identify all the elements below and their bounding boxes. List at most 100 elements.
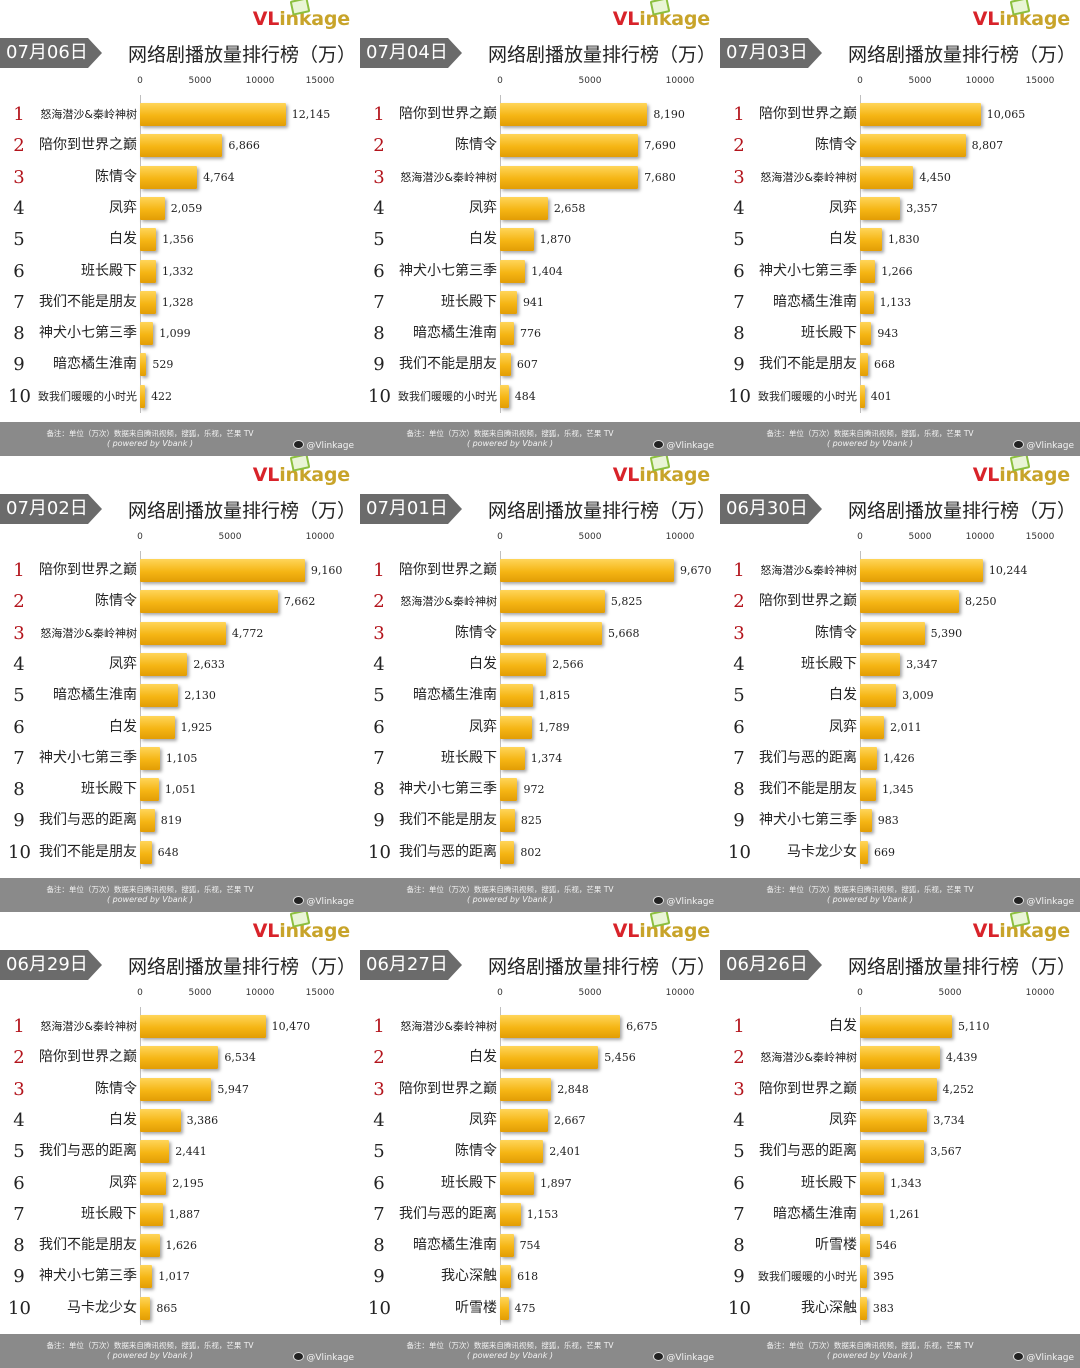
value-label: 2,566 — [552, 657, 584, 671]
bar — [140, 1046, 219, 1070]
vlinkage-logo: VLinkage — [973, 456, 1070, 494]
y-axis-line — [860, 1007, 861, 1325]
value-label: 1,887 — [168, 1207, 201, 1221]
weibo-handle-text: @Vlinkage — [666, 897, 714, 907]
value-label: 5,668 — [608, 626, 640, 640]
bar — [860, 809, 872, 833]
value-label: 865 — [156, 1301, 178, 1315]
rank-number: 1 — [373, 1016, 385, 1037]
drama-name: 神犬小七第三季 — [39, 325, 137, 342]
drama-name: 凤弈 — [469, 199, 497, 216]
logo-text: inkage — [279, 464, 350, 486]
value-label: 2,401 — [549, 1145, 581, 1159]
rank-number: 7 — [373, 747, 385, 769]
drama-name: 怒海潜沙&秦岭神树 — [40, 1020, 137, 1033]
source-note: 备注：单位（万次）数据来自腾讯视频，搜狐，乐视，芒果 TV — [406, 1341, 614, 1350]
bar-row: 9 我们不能是朋友 607 — [360, 349, 720, 380]
bar — [860, 290, 874, 314]
value-label: 825 — [520, 814, 542, 828]
bar-row: 10 马卡龙少女 669 — [720, 837, 1080, 868]
bar — [500, 621, 603, 645]
bar-row: 7 暗恋橘生淮南 1,261 — [720, 1199, 1080, 1230]
bar-row: 5 白发 3,009 — [720, 680, 1080, 711]
drama-name: 我们不能是朋友 — [39, 843, 137, 860]
drama-name: 我们不能是朋友 — [399, 356, 497, 373]
bar — [140, 259, 156, 283]
bar — [500, 684, 533, 708]
weibo-icon — [1013, 440, 1025, 449]
value-label: 3,734 — [933, 1113, 965, 1127]
bar — [500, 1015, 621, 1038]
source-note: 备注：单位（万次）数据来自腾讯视频，搜狐，乐视，芒果 TV — [766, 1341, 974, 1350]
bar — [140, 1108, 181, 1132]
value-label: 1,332 — [161, 264, 194, 278]
weibo-handle-text: @Vlinkage — [306, 1353, 354, 1363]
drama-name: 陈情令 — [455, 624, 497, 641]
drama-name: 班长殿下 — [81, 781, 137, 798]
rank-number: 9 — [13, 810, 25, 832]
powered-by: ( powered by Vbank ) — [466, 439, 554, 448]
bar — [140, 384, 146, 408]
value-label: 2,848 — [557, 1082, 589, 1096]
rank-number: 8 — [733, 323, 745, 345]
drama-name: 凤弈 — [469, 1111, 497, 1128]
value-label: 3,567 — [930, 1145, 962, 1159]
drama-name: 暗恋橘生淮南 — [413, 325, 497, 342]
rank-number: 6 — [13, 1172, 25, 1194]
bar — [500, 259, 526, 283]
bar — [500, 715, 533, 739]
bar-row: 4 凤弈 2,633 — [0, 649, 360, 680]
value-label: 8,190 — [653, 108, 685, 121]
drama-name: 陪你到世界之巅 — [399, 106, 497, 122]
weibo-icon — [293, 896, 305, 905]
logo-text: inkage — [639, 8, 710, 30]
drama-name: 怒海潜沙&秦岭神树 — [760, 170, 857, 184]
value-label: 1,153 — [526, 1207, 559, 1221]
drama-name: 陪你到世界之巅 — [39, 137, 137, 154]
drama-name: 怒海潜沙&秦岭神树 — [760, 564, 857, 577]
rank-number: 3 — [13, 1078, 25, 1100]
x-tick-label: 10000 — [665, 532, 695, 542]
rank-number: 1 — [13, 560, 25, 581]
bar-row: 3 怒海潜沙&秦岭神树 4,772 — [0, 618, 360, 649]
drama-name: 听雪楼 — [815, 1237, 857, 1254]
rank-number: 6 — [733, 260, 745, 282]
bar — [860, 134, 966, 158]
rank-number: 5 — [373, 229, 385, 251]
bar-row: 3 陈情令 5,947 — [0, 1074, 360, 1105]
bar-row: 8 我们不能是朋友 1,345 — [720, 774, 1080, 805]
x-tick-label: 15000 — [305, 76, 335, 86]
bar — [860, 1046, 940, 1070]
drama-name: 怒海潜沙&秦岭神树 — [400, 170, 497, 184]
rank-number: 10 — [8, 841, 31, 863]
bar — [500, 1108, 548, 1132]
drama-name: 陈情令 — [95, 1080, 137, 1097]
value-label: 1,426 — [883, 751, 915, 765]
value-label: 754 — [519, 1239, 541, 1253]
date-badge: 06月27日 — [360, 950, 462, 980]
bar-row: 4 凤弈 2,667 — [360, 1105, 720, 1136]
x-tick-label: 5000 — [578, 988, 602, 998]
x-tick-label: 10000 — [965, 76, 995, 86]
panel-footer: 备注：单位（万次）数据来自腾讯视频，搜狐，乐视，芒果 TV( powered b… — [720, 422, 1080, 456]
drama-name: 怒海潜沙&秦岭神树 — [40, 108, 137, 121]
bar — [140, 652, 188, 676]
drama-name: 陪你到世界之巅 — [759, 106, 857, 122]
chart-panel: VLinkage 06月27日 网络剧播放量排行榜（万） 0 5000 10000 1 怒海潜… — [360, 912, 720, 1368]
rank-number: 6 — [733, 1172, 745, 1194]
logo-text: VL — [972, 8, 1000, 30]
x-axis-ticks: 0 5000 10000 15000 — [720, 76, 1080, 92]
x-tick-label: 5000 — [578, 532, 602, 542]
value-label: 5,456 — [604, 1051, 636, 1065]
bar-row: 9 我们与恶的距离 819 — [0, 805, 360, 836]
x-tick-label: 0 — [497, 532, 503, 542]
powered-by: ( powered by Vbank ) — [826, 1351, 914, 1360]
powered-by: ( powered by Vbank ) — [106, 895, 194, 904]
value-label: 9,160 — [310, 564, 343, 577]
logo-text: VL — [252, 8, 280, 30]
bar-row: 5 白发 1,830 — [720, 224, 1080, 255]
x-tick-label: 10000 — [245, 76, 275, 86]
chart-title: 网络剧播放量排行榜（万） — [848, 956, 1077, 978]
rank-number: 8 — [373, 323, 385, 345]
value-label: 1,815 — [538, 689, 571, 703]
